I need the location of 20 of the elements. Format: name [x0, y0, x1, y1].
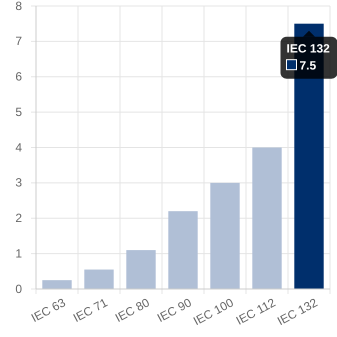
- x-tick-label: IEC 71: [70, 295, 110, 326]
- y-tick-label: 6: [15, 70, 22, 84]
- bar: [126, 250, 156, 289]
- y-tick-label: 0: [15, 282, 22, 296]
- annotation: 7.5: [300, 58, 317, 73]
- y-tick-label: 7: [15, 34, 22, 48]
- y-tick-label: 1: [15, 246, 22, 260]
- y-tick-label: 2: [15, 211, 22, 226]
- bar: [168, 211, 198, 289]
- x-tick-label: IEC 80: [112, 295, 152, 326]
- bar: [42, 280, 72, 289]
- y-tick-label: 4: [15, 140, 22, 154]
- y-tick-label: 5: [15, 104, 22, 119]
- y-tick-label: 8: [15, 0, 22, 13]
- y-tick-label: 3: [15, 176, 22, 190]
- bar: [84, 270, 114, 289]
- annotation: IEC 132: [286, 42, 330, 56]
- bar: [252, 148, 282, 289]
- bar: [210, 182, 240, 289]
- x-tick-label: IEC 63: [28, 295, 68, 326]
